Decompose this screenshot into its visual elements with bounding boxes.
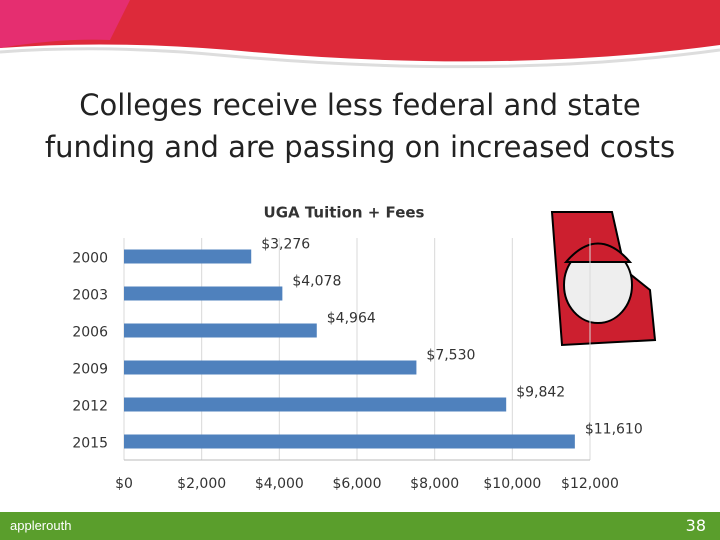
value-label: $9,842 (516, 385, 565, 401)
bar (124, 249, 252, 264)
bar (124, 286, 283, 301)
bar (124, 323, 317, 338)
x-tick-label: $4,000 (255, 476, 304, 492)
y-tick-label: 2009 (72, 362, 108, 378)
y-tick-label: 2006 (72, 325, 108, 341)
page-number: 38 (685, 516, 706, 535)
value-label: $3,276 (261, 237, 310, 253)
x-tick-label: $8,000 (410, 476, 459, 492)
slide-title: Colleges receive less federal and state … (44, 88, 676, 164)
value-label: $7,530 (426, 348, 475, 364)
bar (124, 360, 417, 375)
x-tick-label: $10,000 (483, 476, 541, 492)
y-tick-label: 2003 (72, 288, 108, 304)
x-tick-label: $12,000 (561, 476, 619, 492)
logo (550, 211, 657, 347)
chart-title: UGA Tuition + Fees (264, 204, 425, 222)
y-tick-label: 2015 (72, 436, 108, 452)
x-tick-label: $0 (115, 476, 133, 492)
chart: UGA Tuition + Fees $0 $2,000 $4,000 $6,000 $… (72, 204, 657, 492)
footer: applerouth 38 (0, 512, 720, 540)
y-tick-label: 2012 (72, 399, 108, 415)
x-tick-label: $6,000 (333, 476, 382, 492)
x-tick-label: $2,000 (177, 476, 226, 492)
bar (124, 397, 507, 412)
footer-brand: applerouth (10, 518, 72, 533)
value-label: $4,078 (292, 274, 341, 290)
bar (124, 434, 575, 449)
header-banner (0, 0, 720, 69)
value-label: $11,610 (585, 422, 643, 438)
y-tick-label: 2000 (72, 251, 108, 267)
value-label: $4,964 (327, 311, 376, 327)
